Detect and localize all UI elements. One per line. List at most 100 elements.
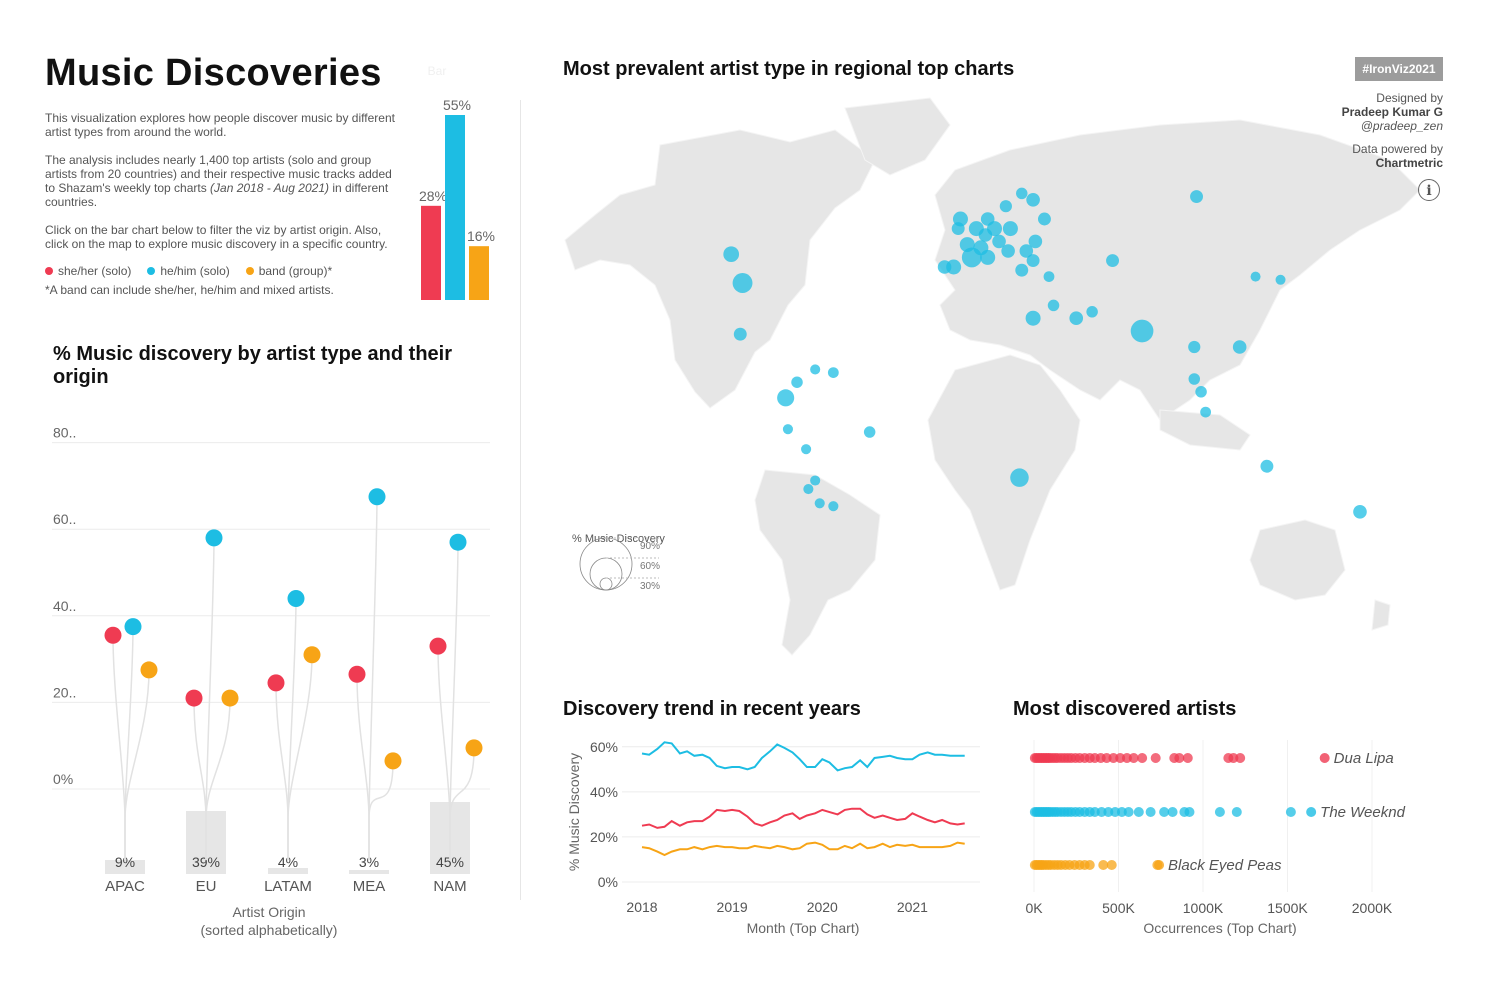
map-country-dot[interactable] [782,424,793,435]
artist-dot[interactable] [1231,807,1242,817]
origin-share-bar-latam[interactable] [268,868,308,874]
map-country-dot[interactable] [1026,254,1040,268]
map-country-dot[interactable] [723,246,740,263]
map-country-dot[interactable] [1200,406,1212,418]
map-country-dot[interactable] [828,501,839,512]
origin-dot-he[interactable] [287,589,305,607]
summary-bar-chart[interactable]: Bar 28% 55% 16% [410,55,505,305]
map-country-dot[interactable] [791,376,803,388]
map-country-dot[interactable] [1028,234,1043,249]
artist-dot[interactable] [1084,860,1095,870]
map-country-dot[interactable] [1188,340,1201,354]
artist-dot[interactable] [1167,807,1178,817]
map-country-dot[interactable] [1015,263,1029,277]
artist-dot[interactable] [1098,860,1109,870]
origin-chart[interactable]: 80.. 60.. 40.. 20.. 0% 9% APAC 39% EU 4% LATAM 3% ME… [40,420,510,950]
artist-dot[interactable] [1174,753,1185,763]
map-country-dot[interactable] [814,498,825,509]
artist-dot[interactable] [1182,753,1193,763]
origin-dot-band[interactable] [221,689,239,707]
map-country-dot[interactable] [801,444,812,455]
credit-source[interactable]: Chartmetric [1352,156,1443,170]
map-country-dot[interactable] [937,260,952,274]
credit-handle[interactable]: @pradeep_zen [1342,119,1443,133]
origin-dot-band[interactable] [303,646,321,664]
map-country-dot[interactable] [1019,244,1034,258]
map-country-dot[interactable] [1086,306,1098,318]
map-country-dot[interactable] [1025,310,1041,326]
map-country-dot[interactable] [732,273,753,293]
map-country-dot[interactable] [1195,386,1207,398]
origin-dot-she[interactable] [104,626,122,644]
map-country-dot[interactable] [1016,187,1028,200]
origin-dot-band[interactable] [140,661,158,679]
map-country-dot[interactable] [733,327,747,341]
map-country-dot[interactable] [1002,221,1018,237]
origin-dot-band[interactable] [384,752,402,770]
map-country-dot[interactable] [1001,244,1015,258]
map-country-dot[interactable] [863,426,876,438]
artist-dot[interactable] [1128,753,1139,763]
trend-line-band[interactable] [641,841,965,857]
origin-dot-she[interactable] [348,665,366,683]
origin-share-bar-mea[interactable] [349,870,389,874]
summary-bar-band[interactable] [469,246,489,300]
artist-dot[interactable] [1133,807,1144,817]
origin-dot-she[interactable] [267,674,285,692]
map-country-dot[interactable] [1038,212,1051,226]
map-country-dot[interactable] [1190,190,1203,204]
map-country-dot[interactable] [1010,468,1029,487]
artist-dot[interactable] [1159,807,1170,817]
trend-line-she[interactable] [641,807,965,829]
trend-chart[interactable]: 60% 40% 20% 0% 2018 2019 2020 2021 Month (Top Ch… [560,730,990,945]
artist-dot[interactable] [1106,860,1117,870]
artist-dot-top[interactable] [1306,807,1317,817]
map-country-dot[interactable] [827,367,839,378]
map-country-dot[interactable] [992,234,1006,249]
map-country-dot[interactable] [961,247,982,268]
origin-dot-he[interactable] [205,529,223,547]
map-country-dot[interactable] [1188,373,1201,385]
summary-bar-she[interactable] [421,205,441,300]
artist-dot[interactable] [1214,807,1225,817]
origin-dot-band[interactable] [465,739,483,757]
map-country-dot[interactable] [1047,299,1060,312]
origin-dot-she[interactable] [429,637,447,655]
map-country-dot[interactable] [1043,271,1055,282]
map-country-dot[interactable] [810,475,821,486]
map-country-dot[interactable] [1026,193,1040,207]
map-country-dot[interactable] [1106,254,1119,268]
map-country-dot[interactable] [999,200,1012,213]
artist-dot[interactable] [1285,807,1296,817]
map-country-dot[interactable] [980,212,995,226]
artist-dot[interactable] [1145,807,1156,817]
artist-dot[interactable] [1137,753,1148,763]
origin-dot-she[interactable] [185,689,203,707]
map-country-dot[interactable] [1130,319,1154,343]
map-country-dot[interactable] [1275,274,1286,285]
map-country-dot[interactable] [803,484,814,495]
map-country-dot[interactable] [980,249,996,265]
artist-dot-top[interactable] [1154,860,1165,870]
origin-dot-he[interactable] [368,488,386,506]
map-country-dot[interactable] [1353,505,1367,519]
summary-bar-he[interactable] [445,115,465,300]
origin-dot-he[interactable] [449,533,467,551]
map-country-dot[interactable] [1250,271,1261,282]
origin-share-bar-apac[interactable] [105,860,145,874]
info-icon[interactable]: i [1418,179,1440,201]
artist-dot[interactable] [1123,807,1134,817]
map-country-dot[interactable] [777,389,795,407]
artist-dot[interactable] [1150,753,1161,763]
artist-dot[interactable] [1235,753,1246,763]
map-country-dot[interactable] [1069,311,1084,325]
map-country-dot[interactable] [952,211,968,227]
artist-dot[interactable] [1184,807,1195,817]
artists-chart[interactable]: 0K 500K 1000K 1500K 2000K Dua Lipa The Weeknd B… [1005,730,1435,945]
map-country-dot[interactable] [810,364,821,375]
origin-dot-he[interactable] [124,618,142,636]
trend-line-he[interactable] [641,741,965,772]
artist-dot-top[interactable] [1319,753,1330,763]
map-country-dot[interactable] [1232,340,1247,354]
